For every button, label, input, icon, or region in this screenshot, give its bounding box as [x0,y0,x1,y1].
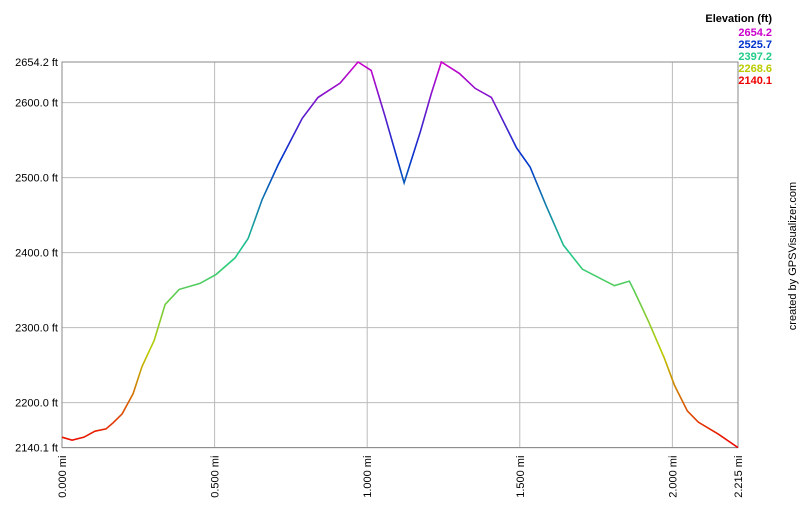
x-tick-label: 1.500 mi [515,456,527,498]
x-tick-label: 2.000 mi [667,456,679,498]
x-tick-label: 2.215 mi [733,456,745,498]
x-tick-label: 1.000 mi [362,456,374,498]
y-tick-label: 2200.0 ft [15,398,58,410]
plot-border [61,61,739,449]
legend-value: 2140.1 [738,75,772,87]
y-tick-label: 2140.1 ft [15,443,58,455]
legend-value: 2525.7 [738,39,772,51]
legend-value: 2268.6 [738,63,772,75]
legend-value: 2397.2 [738,51,772,63]
credit: created by GPSVisualizer.com [787,182,799,330]
y-tick-label: 2654.2 ft [15,57,58,69]
y-tick-label: 2400.0 ft [15,248,58,260]
y-tick-label: 2300.0 ft [15,323,58,335]
x-tick-label: 0.000 mi [57,456,69,498]
x-tick-label: 0.500 mi [210,456,222,498]
y-tick-label: 2500.0 ft [15,173,58,185]
legend-value: 2654.2 [738,27,772,39]
legend-title: Elevation (ft) [705,13,772,25]
elevation-line [61,60,739,449]
y-tick-label: 2600.0 ft [15,98,58,110]
